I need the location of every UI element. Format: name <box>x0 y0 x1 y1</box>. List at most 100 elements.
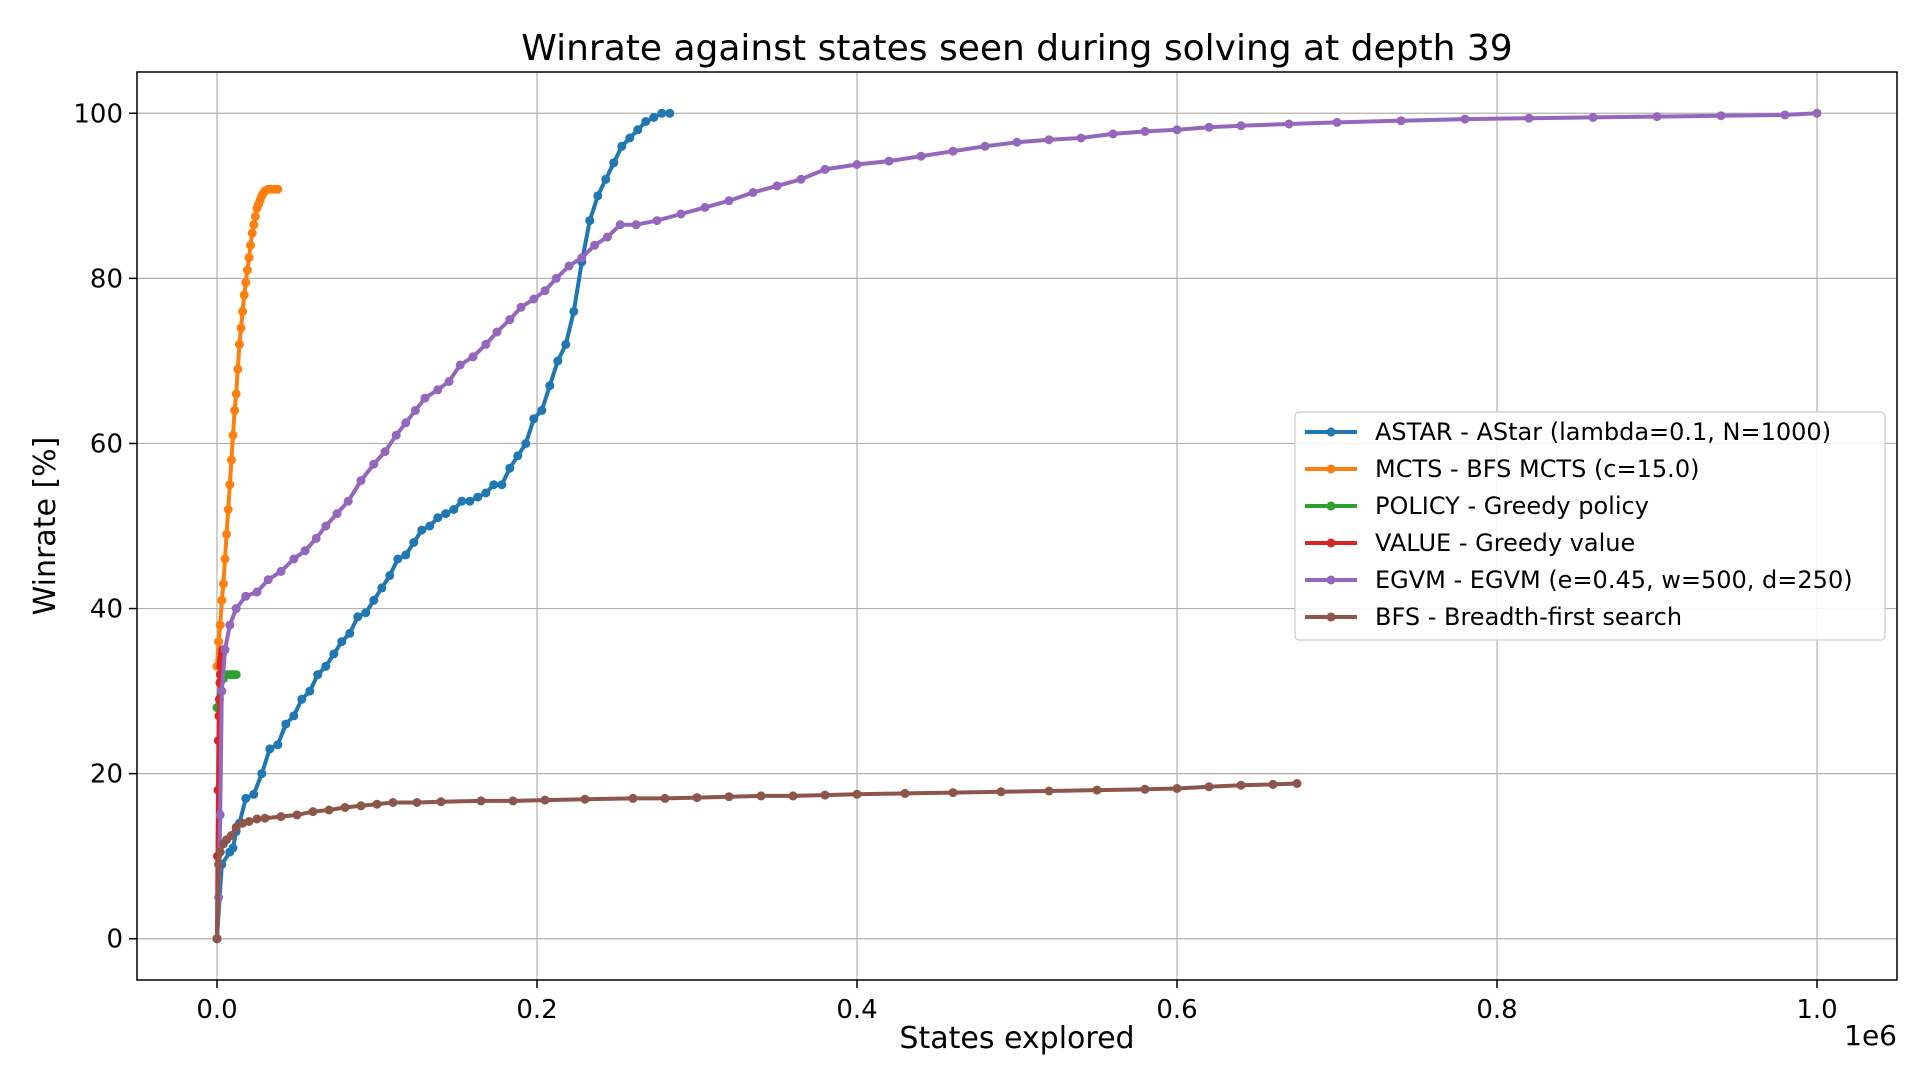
data-point <box>215 810 225 820</box>
data-point <box>1108 129 1118 139</box>
data-point <box>297 694 307 704</box>
data-point <box>1044 786 1054 796</box>
legend-item: EGVM - EGVM (e=0.45, w=500, d=250) <box>1305 566 1853 594</box>
data-point <box>513 451 523 461</box>
data-point <box>465 496 475 506</box>
x-tick-label: 0.4 <box>836 995 877 1025</box>
data-point <box>593 191 603 201</box>
data-point <box>361 608 371 618</box>
data-point <box>852 160 862 169</box>
data-point <box>257 769 267 779</box>
data-point <box>417 525 427 535</box>
data-point <box>625 133 635 143</box>
data-point <box>1588 112 1598 122</box>
data-point <box>425 521 435 531</box>
data-point <box>249 789 259 799</box>
data-point <box>372 799 382 809</box>
data-point <box>631 220 641 230</box>
data-point <box>289 711 299 721</box>
y-tick-label: 80 <box>90 264 123 294</box>
data-point <box>628 793 638 803</box>
series-5 <box>212 779 1302 944</box>
data-point <box>633 125 643 135</box>
data-point <box>260 813 270 823</box>
data-point <box>412 798 422 807</box>
data-point <box>433 385 443 395</box>
data-point <box>305 686 315 696</box>
data-point <box>273 184 283 194</box>
data-point <box>1140 784 1150 794</box>
legend: ASTAR - AStar (lambda=0.1, N=1000) MCTS -… <box>1294 411 1886 641</box>
data-point <box>311 533 321 543</box>
data-point <box>241 793 251 803</box>
data-point <box>388 798 398 807</box>
data-point <box>214 859 224 869</box>
data-point <box>602 232 612 242</box>
data-point <box>820 790 830 800</box>
data-point <box>537 405 547 415</box>
data-point <box>228 430 238 440</box>
data-point <box>1140 126 1150 136</box>
data-point <box>217 686 227 696</box>
data-point <box>356 476 366 486</box>
data-point <box>244 253 254 263</box>
data-point <box>249 220 259 230</box>
data-point <box>540 286 550 296</box>
y-tick-label: 0 <box>106 925 123 955</box>
data-point <box>615 220 625 230</box>
data-point <box>393 554 403 564</box>
data-point <box>724 196 734 206</box>
data-point <box>516 302 526 312</box>
data-point <box>226 455 236 465</box>
data-point <box>231 670 241 680</box>
data-point <box>250 212 260 221</box>
data-point <box>337 637 347 647</box>
series-layer <box>212 108 1822 944</box>
data-point <box>252 814 262 824</box>
data-point <box>489 480 499 490</box>
data-point <box>916 151 926 161</box>
legend-label: ASTAR - AStar (lambda=0.1, N=1000) <box>1375 418 1831 446</box>
data-point <box>1812 108 1822 118</box>
data-point <box>1292 779 1302 788</box>
data-point <box>391 430 401 440</box>
data-point <box>553 356 563 366</box>
data-point <box>218 579 228 589</box>
data-point <box>215 847 225 857</box>
data-point <box>1524 113 1534 123</box>
data-point <box>468 352 478 362</box>
data-point <box>231 389 241 399</box>
data-point <box>1172 125 1182 135</box>
x-axis-label: States explored <box>899 1021 1134 1056</box>
data-point <box>473 492 483 502</box>
x-tick-label: 0.8 <box>1476 995 1517 1025</box>
data-point <box>948 146 958 156</box>
data-point <box>481 488 491 498</box>
data-point <box>377 583 387 593</box>
data-point <box>252 587 262 597</box>
data-point <box>1716 111 1726 121</box>
data-point <box>820 164 830 174</box>
data-point <box>505 315 515 325</box>
data-point <box>540 795 550 805</box>
series-1 <box>212 184 283 671</box>
series-4 <box>212 108 1822 944</box>
data-point <box>1044 135 1054 145</box>
data-point <box>508 796 518 806</box>
data-point <box>246 240 256 250</box>
data-point <box>241 591 251 601</box>
data-point <box>239 290 249 300</box>
data-point <box>244 817 254 826</box>
data-point <box>505 463 515 473</box>
chart-title: Winrate against states seen during solvi… <box>521 28 1512 69</box>
legend-marker <box>1326 538 1336 548</box>
data-point <box>455 360 465 370</box>
data-point <box>321 521 331 531</box>
legend-marker <box>1326 501 1336 511</box>
data-point <box>313 670 323 680</box>
data-point <box>233 364 243 374</box>
data-point <box>609 158 619 168</box>
data-point <box>225 620 235 630</box>
data-point <box>1236 121 1246 131</box>
